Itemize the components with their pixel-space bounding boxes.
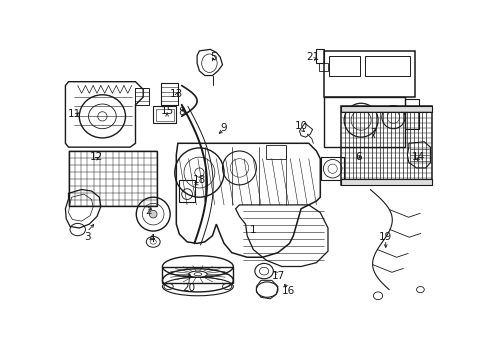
Bar <box>155 109 174 121</box>
Text: 11: 11 <box>68 109 81 119</box>
Bar <box>341 179 431 185</box>
Text: 7: 7 <box>369 127 376 138</box>
Text: 10: 10 <box>294 121 307 131</box>
Text: 8: 8 <box>178 108 184 117</box>
Bar <box>161 83 178 105</box>
Text: 6: 6 <box>355 152 362 162</box>
Bar <box>321 157 344 180</box>
Bar <box>404 99 418 130</box>
Text: 1: 1 <box>249 225 256 235</box>
Text: 18: 18 <box>192 175 205 185</box>
Bar <box>364 55 409 76</box>
Bar <box>68 151 157 206</box>
Text: 16: 16 <box>282 286 295 296</box>
Bar <box>135 88 149 105</box>
Text: 17: 17 <box>271 271 284 281</box>
Bar <box>179 180 194 202</box>
Bar <box>153 106 176 123</box>
Text: 21: 21 <box>306 52 319 62</box>
Text: 3: 3 <box>83 232 90 242</box>
Bar <box>316 49 324 63</box>
Ellipse shape <box>188 271 207 277</box>
Bar <box>341 106 431 112</box>
Text: 13: 13 <box>169 89 183 99</box>
Text: 19: 19 <box>378 232 391 242</box>
Text: 9: 9 <box>220 123 227 133</box>
Bar <box>324 97 404 147</box>
Ellipse shape <box>149 210 157 218</box>
Bar <box>324 51 414 97</box>
Text: 4: 4 <box>148 234 155 244</box>
Text: 5: 5 <box>209 52 216 62</box>
Bar <box>162 266 233 283</box>
Text: 2: 2 <box>145 206 152 216</box>
Text: 15: 15 <box>160 106 173 116</box>
Text: 20: 20 <box>182 283 195 293</box>
Bar <box>266 145 285 159</box>
Bar <box>328 55 359 76</box>
Text: 12: 12 <box>89 152 102 162</box>
Text: 14: 14 <box>410 152 424 162</box>
Bar <box>341 106 431 185</box>
Bar <box>318 63 327 71</box>
